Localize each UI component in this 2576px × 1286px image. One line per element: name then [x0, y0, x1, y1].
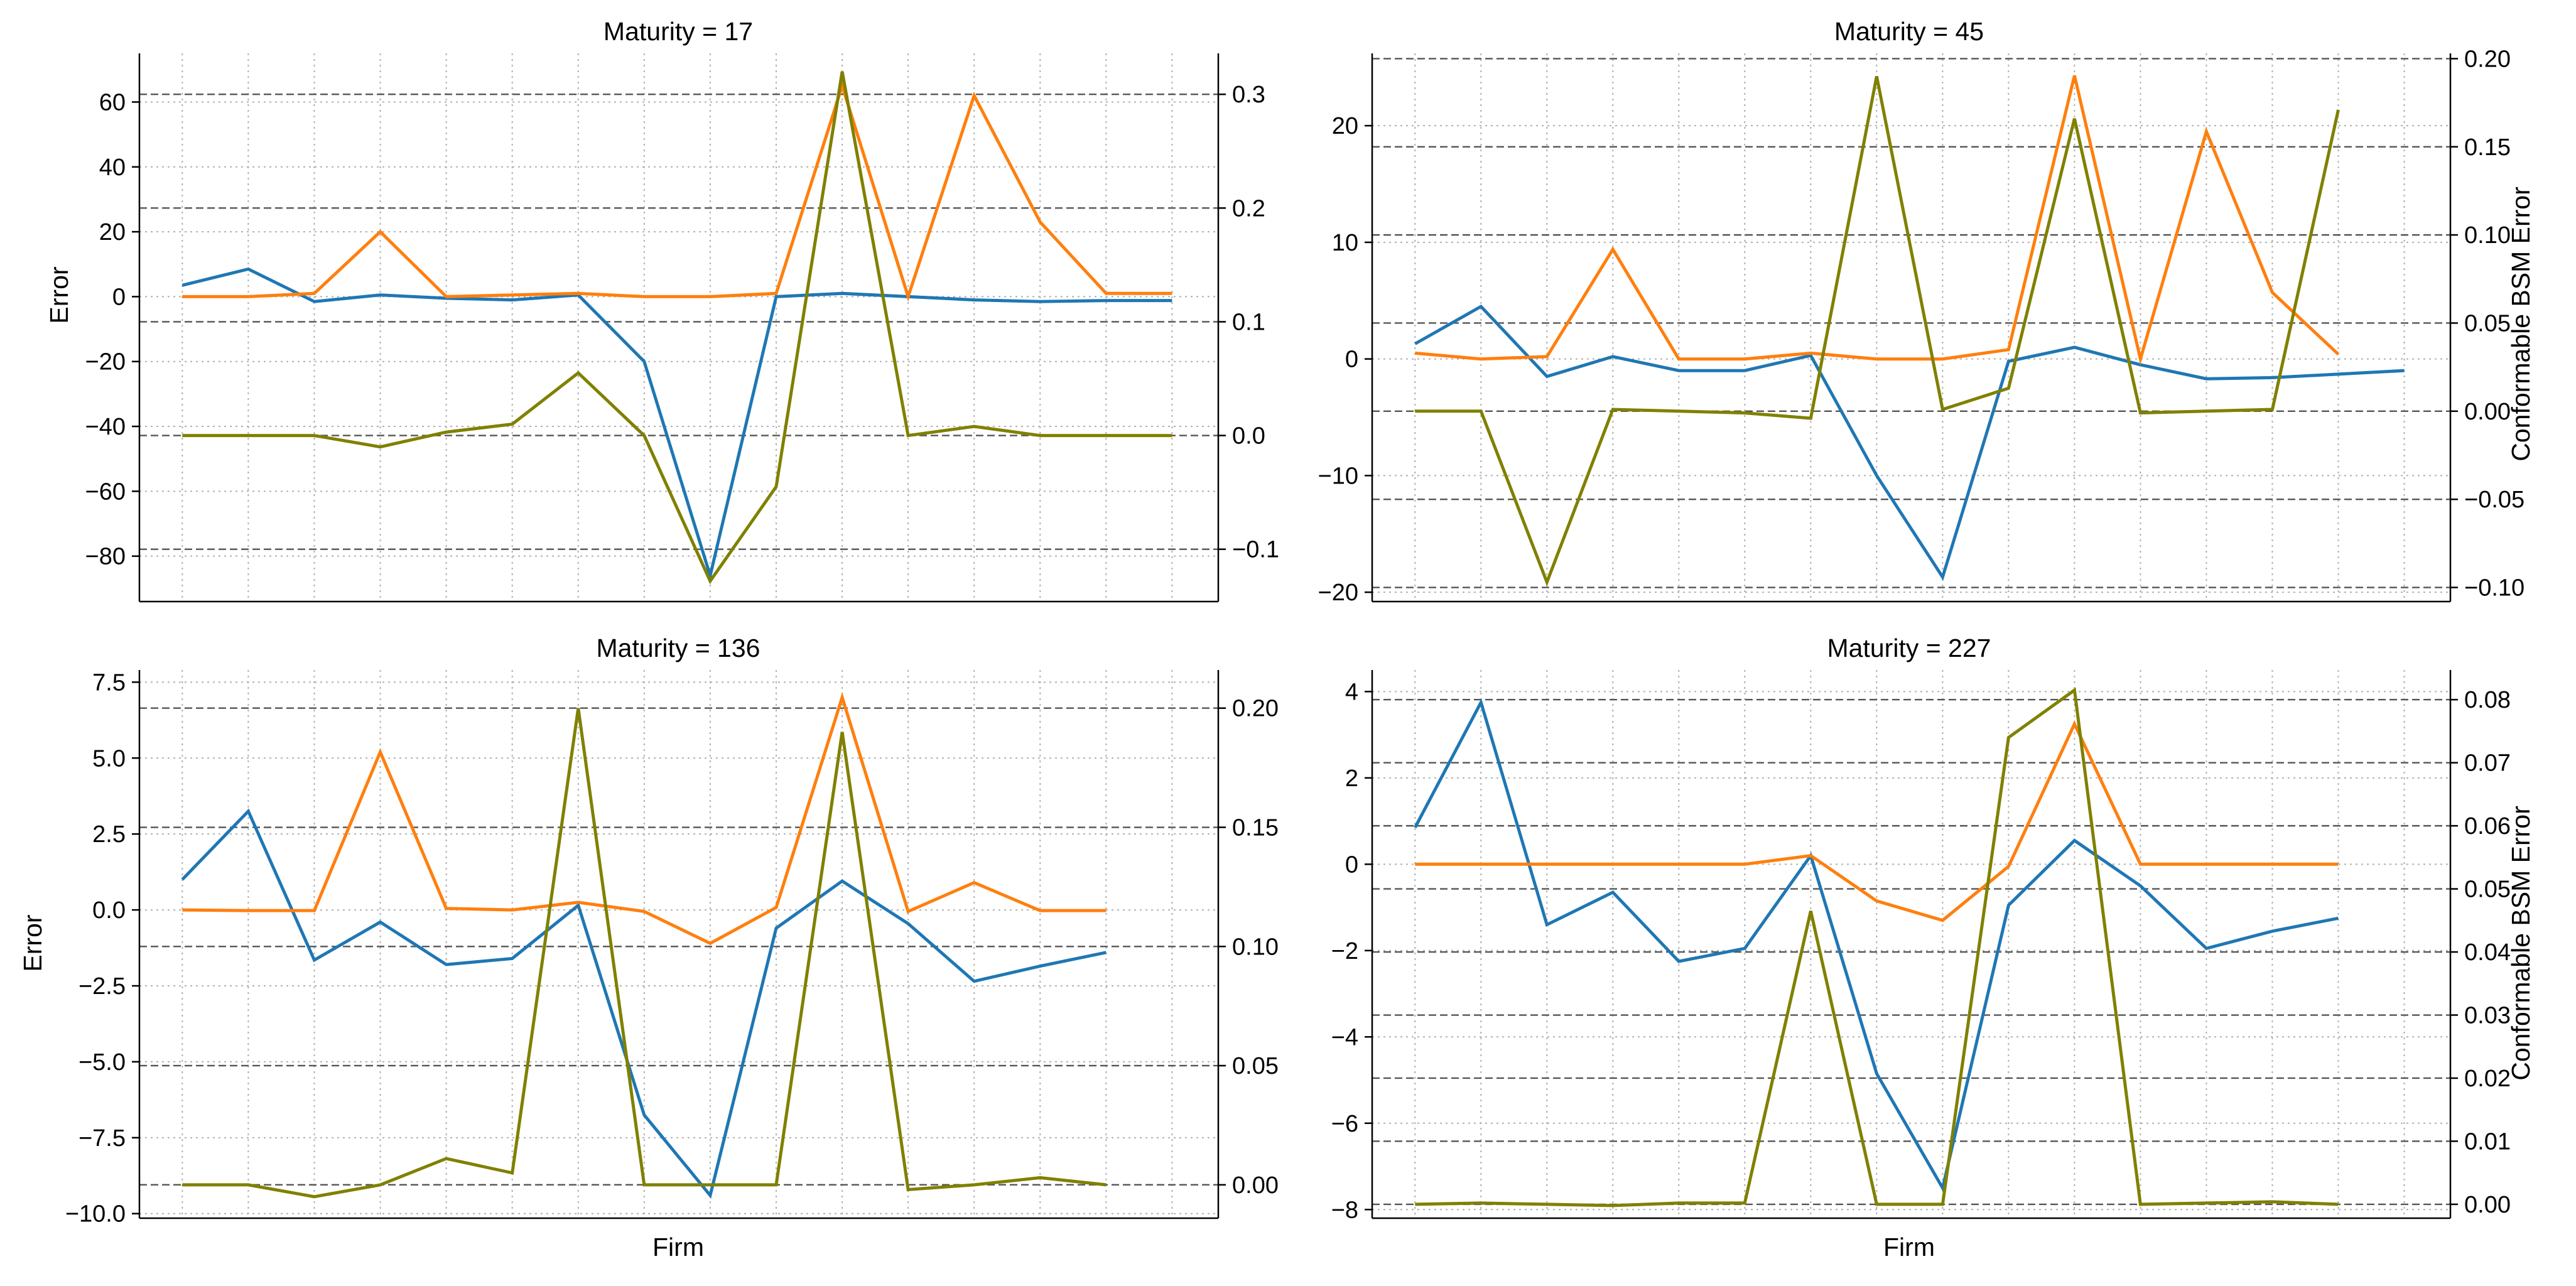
- panel-title: Maturity = 17: [603, 17, 753, 46]
- right-tick-label: 0.2: [1232, 195, 1265, 222]
- panel-title: Maturity = 45: [1834, 17, 1984, 46]
- panel-title: Maturity = 136: [597, 634, 760, 662]
- left-tick-label: −2.5: [78, 973, 126, 1000]
- right-tick-label: 0.1: [1232, 309, 1265, 335]
- left-tick-label: 0: [1345, 851, 1358, 878]
- left-axis-label: Error: [18, 914, 47, 971]
- right-tick-label: 0.20: [1232, 696, 1279, 722]
- left-tick-label: −7.5: [78, 1125, 126, 1152]
- left-tick-label: 0: [112, 284, 126, 310]
- left-tick-label: 0.0: [92, 897, 126, 924]
- right-tick-label: 0.03: [2464, 1003, 2511, 1029]
- right-tick-label: 0.10: [1232, 934, 1279, 960]
- left-tick-label: 2.5: [92, 821, 126, 848]
- left-tick-label: −10: [1318, 463, 1358, 489]
- right-tick-label: 0.07: [2464, 750, 2511, 777]
- series-line-blue: [181, 267, 1172, 582]
- right-tick-label: −0.10: [2464, 575, 2525, 602]
- left-tick-label: 4: [1345, 679, 1358, 705]
- right-tick-label: 0.06: [2464, 813, 2511, 840]
- panel-title: Maturity = 227: [1827, 634, 1991, 662]
- right-tick-label: 0.08: [2464, 687, 2511, 713]
- series-line-blue: [1414, 698, 2339, 1192]
- x-axis-label: Firm: [652, 1233, 704, 1262]
- right-tick-label: 0.00: [1232, 1172, 1279, 1199]
- chart-panel-maturity-227: −8 −6 −4 −2 0 2 4 0.00 0.01 0.02 0.03 0.04 0.05 0.06 0…: [1331, 634, 2535, 1262]
- left-tick-label: 20: [1332, 113, 1358, 139]
- left-tick-label: 60: [99, 89, 126, 116]
- series-line-orange: [1415, 75, 2340, 365]
- left-tick-label: −6: [1331, 1111, 1358, 1137]
- right-tick-label: 0.05: [2464, 877, 2511, 903]
- left-tick-label: 2: [1345, 765, 1358, 792]
- series-line-olive: [182, 708, 1107, 1199]
- left-tick-label: −80: [85, 544, 126, 570]
- series-line-orange: [182, 80, 1172, 302]
- right-tick-label: 0.02: [2464, 1066, 2511, 1092]
- right-tick-label: 0.3: [1232, 82, 1265, 108]
- chart-panel-maturity-136: −10.0 −7.5 −5.0 −2.5 0.0 2.5 5.0 7.5 0.00 0.05 0.1…: [18, 634, 1279, 1262]
- left-tick-label: −20: [1318, 580, 1358, 606]
- plot-area: −10.0 −7.5 −5.0 −2.5 0.0 2.5 5.0 7.5 0.00 0.05 0.1…: [65, 669, 1279, 1227]
- plot-area: −80 −60 −40 −20 0 20 40 60 −0.1 0.0 0.1 0.2 0.3: [85, 53, 1279, 603]
- left-tick-label: −4: [1331, 1024, 1358, 1051]
- chart-panel-maturity-45: −20 −10 0 10 20 −0.10 −0.05 0.00 0.05 0.10 0.15 0.2…: [1318, 17, 2535, 606]
- right-tick-label: −0.1: [1232, 537, 1279, 563]
- series-line-olive: [182, 71, 1172, 585]
- right-tick-label: 0.01: [2464, 1128, 2511, 1155]
- series-line-blue: [181, 808, 1107, 1199]
- right-tick-label: 0.0: [1232, 423, 1265, 450]
- left-tick-label: 7.5: [92, 669, 126, 696]
- series-line-olive: [1415, 687, 2339, 1208]
- right-tick-label: 0.20: [2464, 46, 2511, 72]
- series-line-orange: [1415, 720, 2339, 922]
- left-axis-label: Error: [45, 266, 73, 323]
- right-axis-label: Conformable BSM Error: [2506, 806, 2535, 1080]
- plot-area: −8 −6 −4 −2 0 2 4 0.00 0.01 0.02 0.03 0.04 0.05 0.06 0…: [1331, 670, 2511, 1223]
- chart-panel-maturity-17: −80 −60 −40 −20 0 20 40 60 −0.1 0.0 0.1 0.2 0.3 Matu…: [45, 17, 1279, 603]
- left-tick-label: −8: [1331, 1197, 1358, 1223]
- left-tick-label: 20: [99, 219, 126, 246]
- right-tick-label: 0.05: [1232, 1053, 1279, 1079]
- left-tick-label: 5.0: [92, 745, 126, 772]
- right-tick-label: 0.10: [2464, 222, 2511, 249]
- left-tick-label: −40: [85, 414, 126, 440]
- right-tick-label: 0.15: [2464, 134, 2511, 161]
- right-tick-label: 0.04: [2464, 939, 2511, 966]
- right-tick-label: 0.00: [2464, 399, 2511, 425]
- left-tick-label: −60: [85, 478, 126, 505]
- left-tick-label: −2: [1331, 938, 1358, 964]
- left-tick-label: −20: [85, 349, 126, 376]
- right-tick-label: 0.15: [1232, 815, 1279, 841]
- series-line-blue: [1414, 304, 2405, 581]
- left-tick-label: 40: [99, 154, 126, 181]
- right-tick-label: 0.00: [2464, 1192, 2511, 1218]
- right-tick-label: −0.05: [2464, 487, 2525, 513]
- plot-area: −20 −10 0 10 20 −0.10 −0.05 0.00 0.05 0.10 0.15 0.2…: [1318, 46, 2525, 606]
- left-tick-label: 10: [1332, 230, 1358, 256]
- right-tick-label: 0.05: [2464, 310, 2511, 337]
- left-tick-label: 0: [1345, 347, 1358, 373]
- right-axis-label: Conformable BSM Error: [2506, 186, 2535, 461]
- left-tick-label: −10.0: [65, 1201, 126, 1228]
- x-axis-label: Firm: [1883, 1233, 1935, 1262]
- left-tick-label: −5.0: [78, 1049, 126, 1076]
- series-line-orange: [182, 692, 1107, 946]
- series-line-olive: [1415, 76, 2340, 587]
